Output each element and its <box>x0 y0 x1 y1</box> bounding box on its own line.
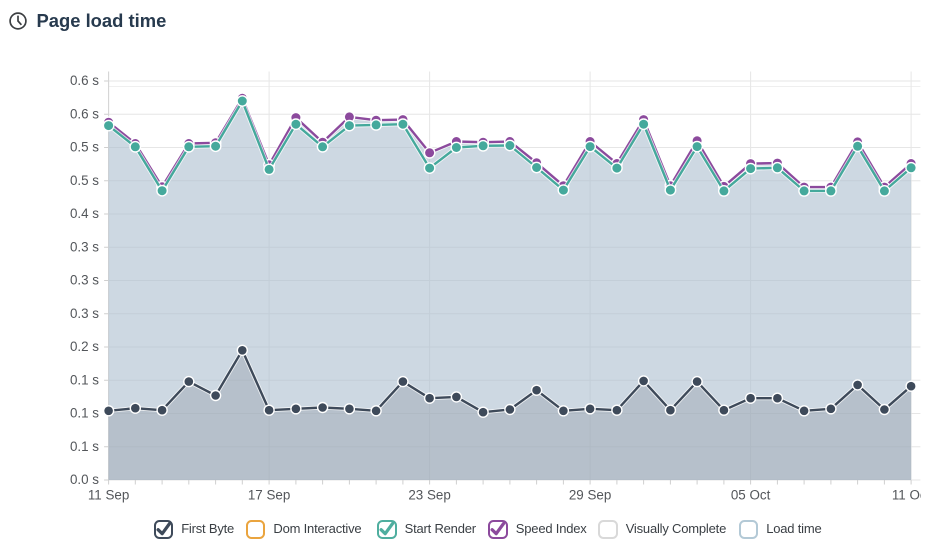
svg-text:11 Oct: 11 Oct <box>892 488 921 503</box>
svg-text:0.3 s: 0.3 s <box>70 273 99 288</box>
svg-text:29 Sep: 29 Sep <box>569 488 611 503</box>
svg-text:05 Oct: 05 Oct <box>731 488 771 503</box>
svg-text:17 Sep: 17 Sep <box>248 488 290 503</box>
svg-text:0.2 s: 0.2 s <box>70 339 99 354</box>
svg-text:0.1 s: 0.1 s <box>70 406 99 421</box>
svg-text:0.3 s: 0.3 s <box>70 306 99 321</box>
svg-text:0.3 s: 0.3 s <box>70 239 99 254</box>
svg-text:0.4 s: 0.4 s <box>70 206 99 221</box>
svg-text:0.1 s: 0.1 s <box>70 439 99 454</box>
svg-text:0.6 s: 0.6 s <box>70 106 99 121</box>
svg-text:0.5 s: 0.5 s <box>70 173 99 188</box>
svg-text:23 Sep: 23 Sep <box>408 488 450 503</box>
svg-text:0.0 s: 0.0 s <box>70 472 99 487</box>
svg-text:0.1 s: 0.1 s <box>70 372 99 387</box>
svg-text:11 Sep: 11 Sep <box>88 488 129 503</box>
svg-text:0.5 s: 0.5 s <box>70 140 99 155</box>
svg-text:0.6 s: 0.6 s <box>70 73 99 88</box>
